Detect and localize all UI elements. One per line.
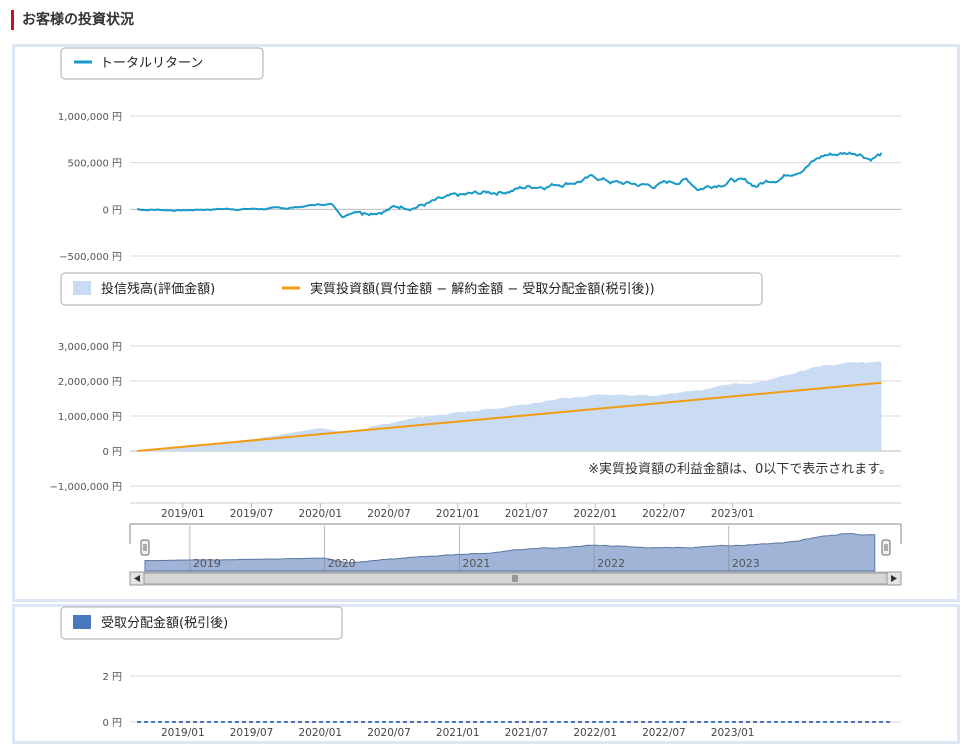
x-tick-label: 2020/01 <box>298 727 342 739</box>
investment-chart-panel <box>12 44 960 602</box>
scroll-right-button[interactable] <box>886 571 902 586</box>
distribution-y-axis: 2 円 0 円 <box>102 672 122 729</box>
scroll-left-button[interactable] <box>129 571 145 586</box>
y-tick-label: 1,000,000 円 <box>58 412 122 423</box>
legend-invested-label: 実質投資額(買付金額 − 解約金額 − 受取分配金額(税引後)) <box>310 281 655 297</box>
x-tick-label: 2023/01 <box>711 508 755 520</box>
y-tick-label: −1,000,000 円 <box>50 482 122 493</box>
x-tick-label: 2020/07 <box>367 508 411 520</box>
balance-plot <box>136 361 882 452</box>
x-tick-label: 2019/07 <box>230 727 274 739</box>
navigator-scrollbar[interactable] <box>129 571 902 586</box>
handle-grip <box>881 539 891 556</box>
x-tick-label: 2021/07 <box>505 727 549 739</box>
legend-distribution-label: 受取分配金額(税引後) <box>101 615 228 631</box>
x-tick-label: 2019/07 <box>230 508 274 520</box>
invested-line <box>136 381 882 452</box>
x-tick-label: 2022/07 <box>642 508 686 520</box>
scroll-right-arrow-icon <box>891 575 897 582</box>
navigator-right-handle[interactable] <box>881 539 891 556</box>
x-tick-label: 2019/01 <box>161 508 205 520</box>
legend-distribution[interactable]: 受取分配金額(税引後) <box>60 606 343 640</box>
scroll-left-arrow-icon <box>134 575 140 582</box>
navigator-year-label: 2019 <box>193 557 221 570</box>
total-return-y-axis: 1,000,000 円 500,000 円 0 円 −500,000 円 <box>58 112 122 263</box>
balance-y-axis: 3,000,000 円 2,000,000 円 1,000,000 円 0 円 −1,0… <box>50 342 122 493</box>
legend-distribution-swatch <box>73 615 91 629</box>
legend-total-return-label: トータルリターン <box>100 56 203 71</box>
y-tick-label: 1,000,000 円 <box>58 112 122 123</box>
y-tick-label: 2,000,000 円 <box>58 377 122 388</box>
total-return-gridlines <box>130 115 901 257</box>
navigator-left-handle[interactable] <box>140 539 150 556</box>
distribution-x-axis: 2019/01 2019/07 2020/01 2020/07 2021/01 2021/… <box>161 727 754 739</box>
y-tick-label: 3,000,000 円 <box>58 342 122 353</box>
y-tick-label: −500,000 円 <box>59 252 122 263</box>
y-tick-label: 500,000 円 <box>67 159 122 170</box>
x-tick-label: 2020/01 <box>298 508 342 520</box>
y-tick-label: 0 円 <box>102 718 122 729</box>
total-return-plot <box>137 151 883 219</box>
range-navigator[interactable]: 2019 2020 2021 2022 2023 <box>129 523 902 586</box>
x-tick-label: 2019/01 <box>161 727 205 739</box>
navigator-year-label: 2021 <box>462 557 490 570</box>
navigator-year-label: 2023 <box>732 557 760 570</box>
legend-balance-invested[interactable]: 投信残高(評価金額) 実質投資額(買付金額 − 解約金額 − 受取分配金額(税引… <box>60 272 763 306</box>
y-tick-label: 2 円 <box>102 672 122 683</box>
x-tick-label: 2020/07 <box>367 727 411 739</box>
legend-balance-swatch <box>73 281 91 295</box>
invested-note: ※実質投資額の利益金額は、0以下で表示されます。 <box>588 461 892 477</box>
x-tick-label: 2022/01 <box>573 727 617 739</box>
x-tick-label: 2021/01 <box>436 508 480 520</box>
navigator-year-label: 2020 <box>328 557 356 570</box>
navigator-year-label: 2022 <box>597 557 625 570</box>
x-tick-label: 2022/01 <box>573 508 617 520</box>
x-tick-label: 2021/01 <box>436 727 480 739</box>
y-tick-label: 0 円 <box>102 447 122 458</box>
page-heading: お客様の投資状況 <box>11 10 134 30</box>
handle-grip <box>140 539 150 556</box>
navigator-area <box>144 533 876 572</box>
x-tick-label: 2022/07 <box>642 727 686 739</box>
y-tick-label: 0 円 <box>102 205 122 216</box>
total-return-line <box>137 151 883 219</box>
x-tick-label: 2021/07 <box>505 508 549 520</box>
legend-balance-label: 投信残高(評価金額) <box>101 281 215 297</box>
balance-area <box>137 361 882 451</box>
balance-x-axis: 2019/01 2019/07 2020/01 2020/07 2021/01 2021/… <box>161 503 754 520</box>
x-tick-label: 2023/01 <box>711 727 755 739</box>
legend-total-return[interactable]: トータルリターン <box>60 47 264 80</box>
distribution-gridlines <box>130 675 901 723</box>
